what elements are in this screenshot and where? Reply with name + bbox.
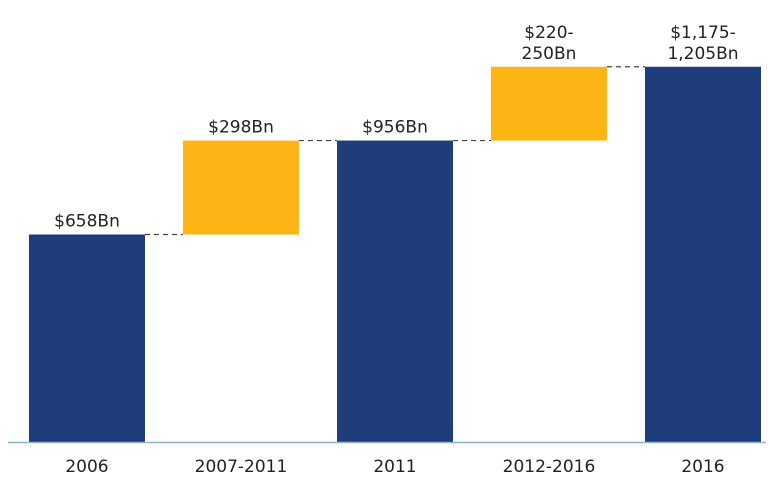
data-label-2011: $956Bn <box>362 118 428 138</box>
data-labels: $658Bn $298Bn $956Bn $220-250Bn $1,175-1,205… <box>54 23 738 232</box>
data-label-2016: $1,175-1,205Bn <box>667 23 738 64</box>
tick-label-2012-2016: 2012-2016 <box>503 457 596 477</box>
bar-2006 <box>29 234 145 442</box>
data-label-line: $1,175- <box>670 23 736 43</box>
tick-label-2016: 2016 <box>681 457 724 477</box>
data-label-line: $220- <box>524 23 573 43</box>
data-label-2012-2016: $220-250Bn <box>522 23 577 64</box>
tick-label-2011: 2011 <box>373 457 416 477</box>
bar-2016 <box>645 66 761 442</box>
bars <box>29 66 761 442</box>
connector-lines <box>145 66 645 236</box>
bar-2007-2011 <box>183 140 299 235</box>
data-label-line: $956Bn <box>362 118 428 138</box>
tick-label-2007-2011: 2007-2011 <box>195 457 288 477</box>
x-axis-tick-labels: 2006 2007-2011 2011 2012-2016 2016 <box>65 457 724 477</box>
tick-label-2006: 2006 <box>65 457 108 477</box>
data-label-line: $658Bn <box>54 212 120 232</box>
bar-2012-2016 <box>491 66 607 141</box>
data-label-2006: $658Bn <box>54 212 120 232</box>
data-label-line: 1,205Bn <box>667 44 738 64</box>
data-label-2007-2011: $298Bn <box>208 118 274 138</box>
data-label-line: 250Bn <box>522 44 577 64</box>
data-label-line: $298Bn <box>208 118 274 138</box>
bar-2011 <box>337 140 453 442</box>
